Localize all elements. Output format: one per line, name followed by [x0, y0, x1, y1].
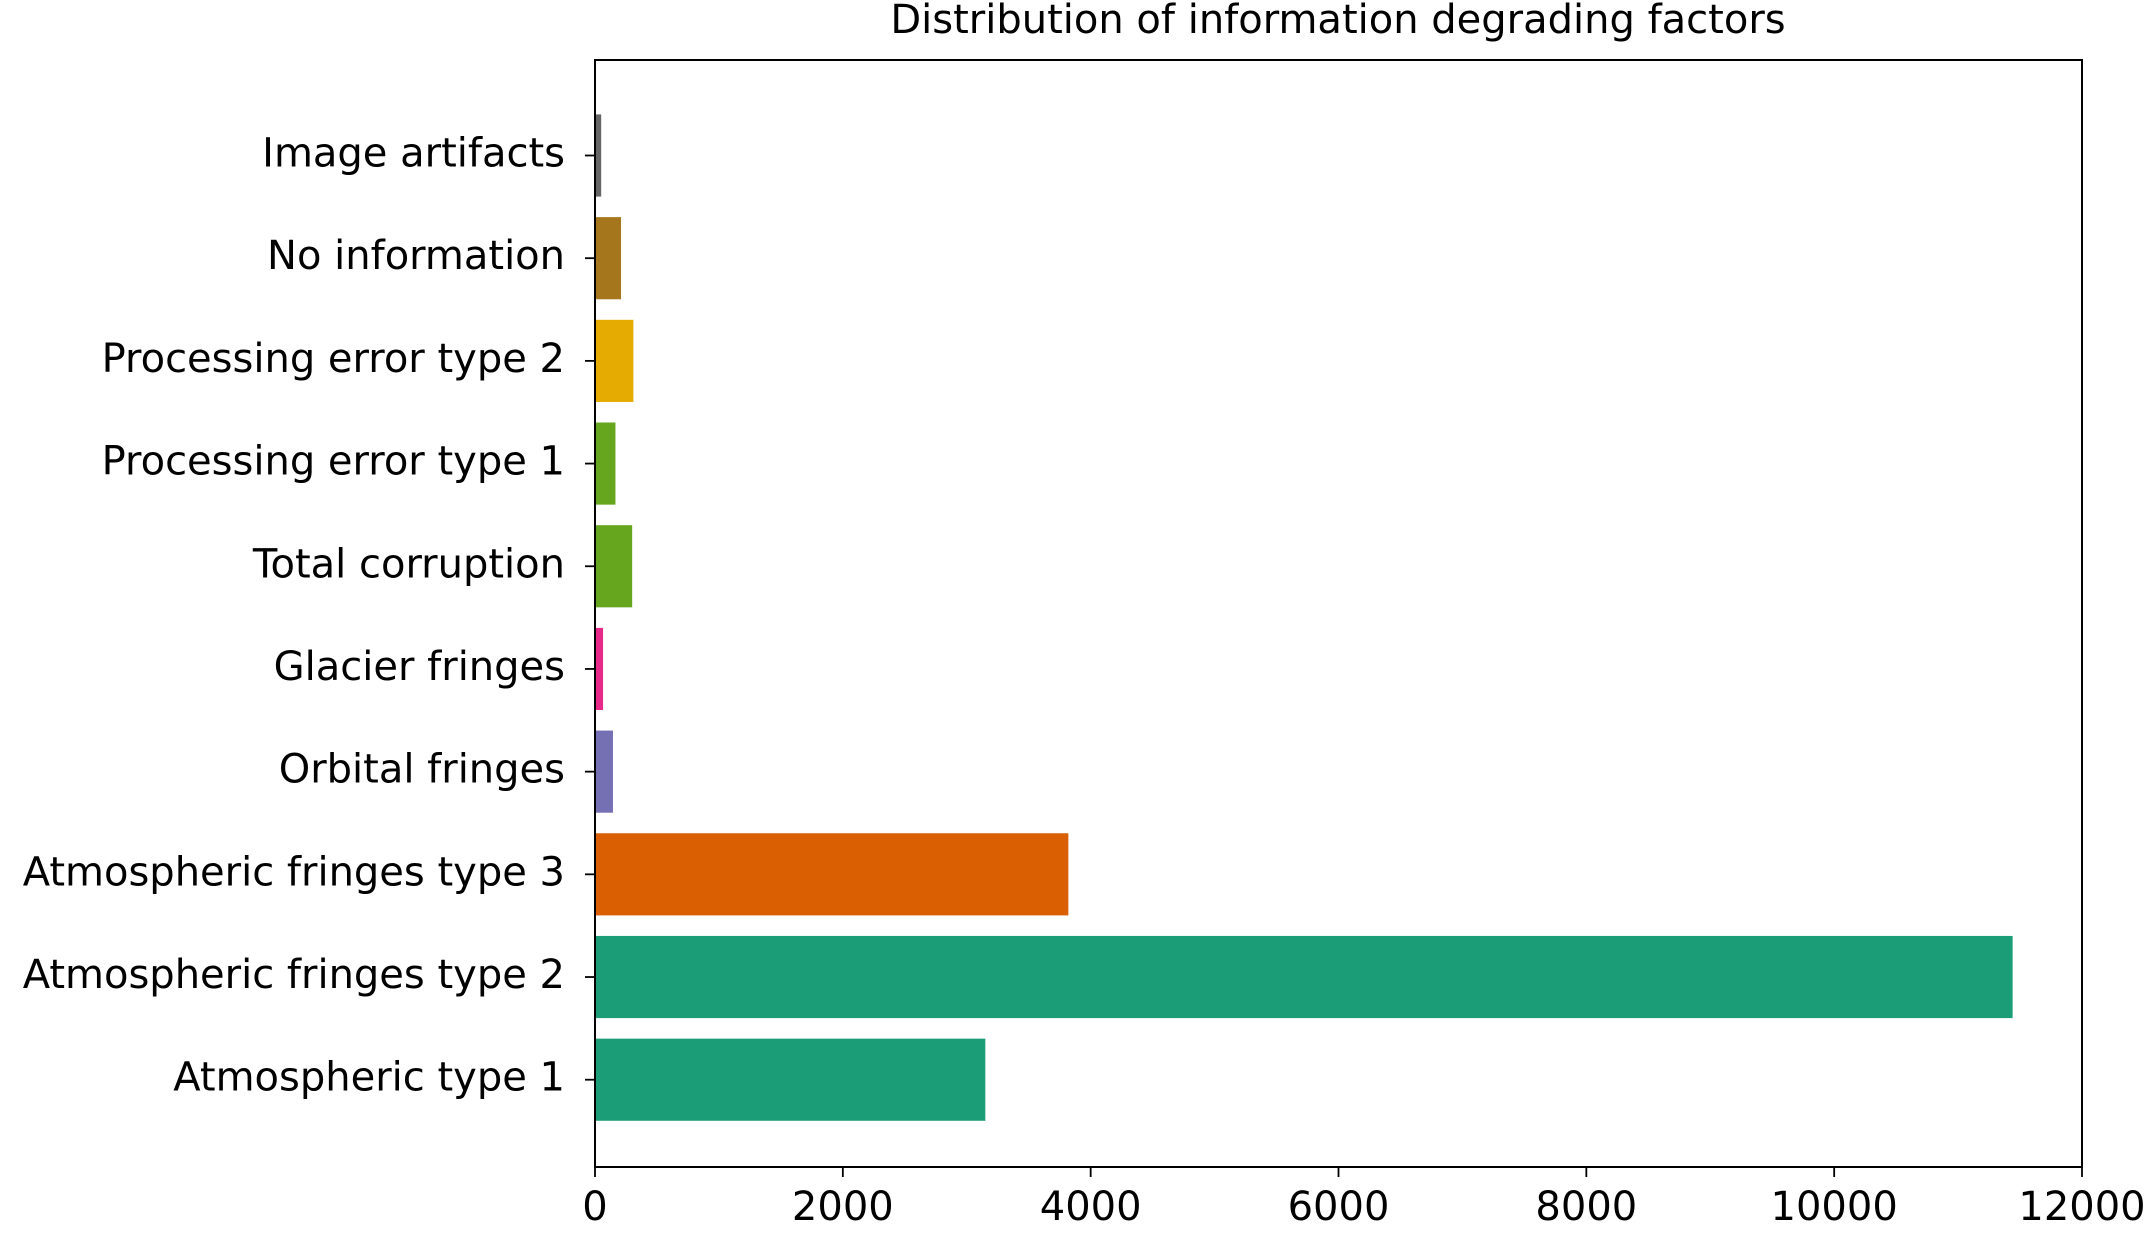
bar	[595, 319, 634, 402]
x-tick-label: 2000	[792, 1184, 894, 1230]
y-tick-label: Atmospheric fringes type 3	[23, 849, 565, 895]
x-tick-label: 12000	[2018, 1184, 2144, 1230]
bar	[595, 217, 622, 300]
x-tick-label: 0	[582, 1184, 607, 1230]
y-tick-label: Atmospheric type 1	[173, 1055, 565, 1101]
x-tick-label: 10000	[1771, 1184, 1898, 1230]
y-tick-label: Glacier fringes	[274, 644, 565, 690]
plot-frame	[594, 59, 2083, 1168]
bar	[595, 935, 2013, 1019]
x-tick-label: 4000	[1040, 1184, 1142, 1230]
y-tick-label: Total corruption	[252, 541, 565, 587]
bar	[595, 730, 613, 813]
bar	[595, 1038, 986, 1121]
x-tick-label: 6000	[1288, 1184, 1390, 1230]
bar	[595, 422, 616, 505]
y-tick-label: Orbital fringes	[279, 747, 565, 793]
y-tick-label: Image artifacts	[262, 131, 565, 177]
bar	[595, 525, 633, 608]
y-tick-label: No information	[267, 233, 565, 279]
y-tick-label: Processing error type 2	[102, 336, 565, 382]
chart-title: Distribution of information degrading fa…	[890, 0, 1785, 43]
bar	[595, 627, 604, 711]
y-tick-label: Atmospheric fringes type 2	[23, 952, 565, 998]
x-tick-label: 8000	[1535, 1184, 1637, 1230]
bar	[595, 833, 1069, 916]
y-tick-label: Processing error type 1	[102, 439, 565, 485]
bar	[595, 114, 602, 197]
